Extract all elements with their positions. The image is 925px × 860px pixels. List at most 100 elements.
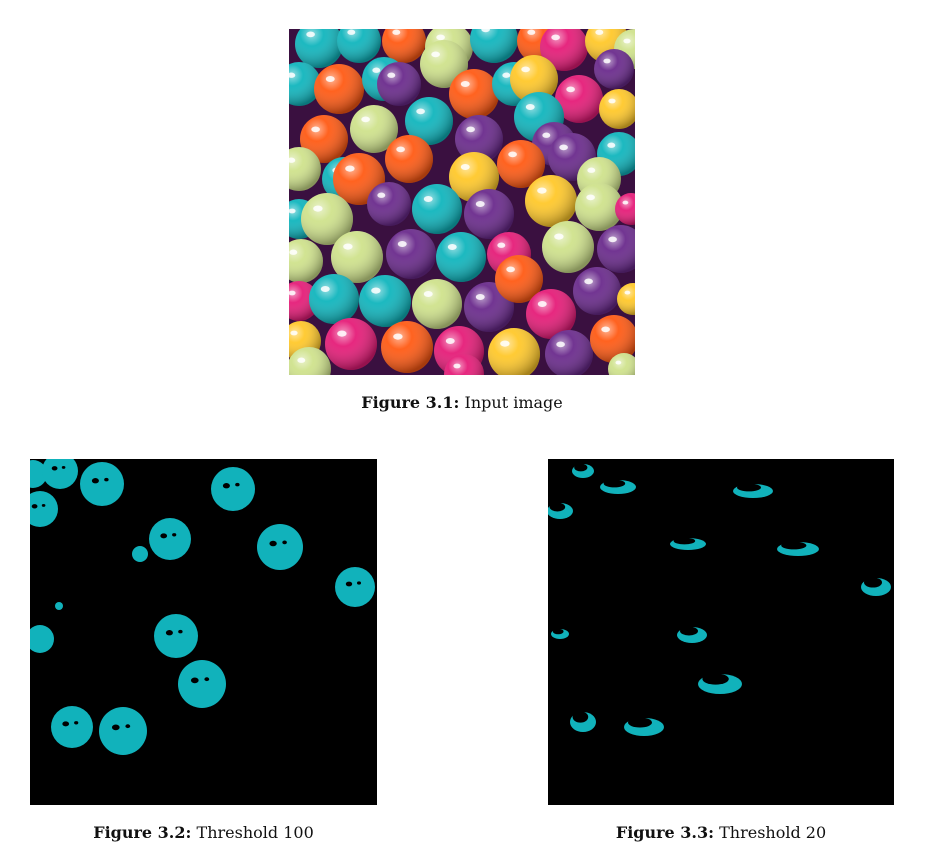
ball-shading: [309, 274, 359, 324]
mask-hole: [41, 503, 46, 507]
ball-shading: [325, 318, 377, 370]
ball-highlight: [508, 151, 517, 158]
mask-hole: [165, 630, 173, 636]
ball-highlight: [447, 244, 457, 250]
mask-blob: [51, 706, 93, 748]
ball-shading: [337, 29, 381, 63]
mask-blob: [257, 524, 303, 570]
ball-highlight: [595, 29, 604, 35]
mask-hole: [572, 711, 589, 723]
ball-highlight: [387, 72, 396, 78]
mask-blob: [211, 467, 255, 511]
ball-highlight: [608, 236, 617, 243]
threshold-20-mask: [548, 459, 894, 805]
mask-blob: [132, 546, 148, 562]
mask-blob: [30, 491, 58, 527]
ball-shading: [359, 275, 411, 327]
ball-shading: [314, 64, 364, 114]
ball-shading: [367, 182, 411, 226]
ball-highlight: [475, 294, 485, 300]
ball-highlight: [431, 51, 440, 58]
ball-shading: [331, 231, 383, 283]
mask-blob: [42, 459, 78, 489]
ball-highlight: [586, 194, 595, 201]
ball-highlight: [537, 301, 547, 307]
ball-shading: [412, 279, 462, 329]
figure-caption-3: Figure 3.3: Threshold 20: [548, 823, 894, 842]
mask-hole: [552, 628, 564, 635]
ball-highlight: [397, 241, 407, 247]
threshold-100-mask: [30, 459, 377, 805]
ball-highlight: [343, 243, 353, 250]
ball-shading: [444, 354, 484, 375]
ball-shading: [488, 328, 540, 375]
figure-label: Figure 3.2:: [93, 823, 192, 842]
ball-highlight: [506, 266, 515, 273]
mask-hole: [160, 533, 168, 539]
mask-hole: [235, 482, 240, 487]
mask-hole: [222, 483, 230, 489]
ball-shading: [470, 29, 518, 63]
ball-highlight: [521, 66, 530, 73]
ball-highlight: [297, 357, 306, 363]
ball-shading: [545, 330, 593, 375]
figure-label: Figure 3.3:: [615, 823, 715, 842]
ball-shading: [386, 229, 436, 279]
ball-shading: [295, 29, 343, 68]
mask-image-20: [548, 459, 894, 805]
ball-shading: [495, 255, 543, 303]
ball-shading: [289, 62, 321, 106]
ball-highlight: [289, 290, 296, 296]
balls-photo: [289, 29, 635, 375]
ball-shading: [597, 225, 635, 273]
ball-highlight: [587, 167, 596, 173]
ball-highlight: [325, 76, 335, 82]
ball-highlight: [554, 233, 564, 240]
ball-highlight: [371, 287, 381, 294]
mask-hole: [628, 717, 652, 728]
mask-hole: [172, 533, 177, 537]
ball-highlight: [445, 338, 455, 344]
ball-highlight: [624, 290, 631, 295]
mask-hole: [125, 724, 131, 729]
ball-shading: [599, 89, 635, 129]
figure-text: Input image: [464, 393, 563, 412]
mask-blob: [30, 625, 54, 653]
mask-hole: [269, 540, 277, 547]
ball-highlight: [466, 126, 475, 133]
mask-hole: [74, 721, 79, 725]
mask-hole: [781, 541, 807, 550]
ball-highlight: [481, 29, 490, 33]
mask-blob: [80, 462, 124, 506]
ball-shading: [436, 232, 486, 282]
ball-highlight: [453, 363, 461, 369]
ball-highlight: [337, 330, 347, 337]
ball-highlight: [423, 196, 433, 202]
ball-highlight: [603, 58, 611, 64]
mask-hole: [61, 465, 66, 469]
figure-text: Threshold 20: [719, 823, 827, 842]
mask-hole: [62, 721, 70, 727]
ball-shading: [540, 29, 588, 71]
ball-shading: [289, 347, 331, 375]
ball-highlight: [584, 278, 593, 285]
ball-highlight: [607, 142, 616, 148]
ball-highlight: [556, 341, 565, 348]
ball-highlight: [345, 165, 355, 172]
ball-highlight: [396, 146, 405, 153]
ball-highlight: [289, 249, 298, 255]
ball-highlight: [542, 132, 551, 138]
ball-shading: [555, 75, 603, 123]
ball-shading: [594, 49, 634, 89]
mask-image-100: [30, 459, 377, 805]
ball-highlight: [372, 67, 381, 73]
ball-highlight: [289, 157, 296, 163]
ball-highlight: [527, 29, 536, 35]
ball-highlight: [525, 104, 535, 110]
ball-highlight: [622, 200, 629, 205]
mask-hole: [680, 626, 698, 636]
ball-highlight: [615, 360, 622, 365]
mask-hole: [549, 502, 566, 512]
ball-shading: [350, 105, 398, 153]
ball-highlight: [311, 126, 320, 133]
